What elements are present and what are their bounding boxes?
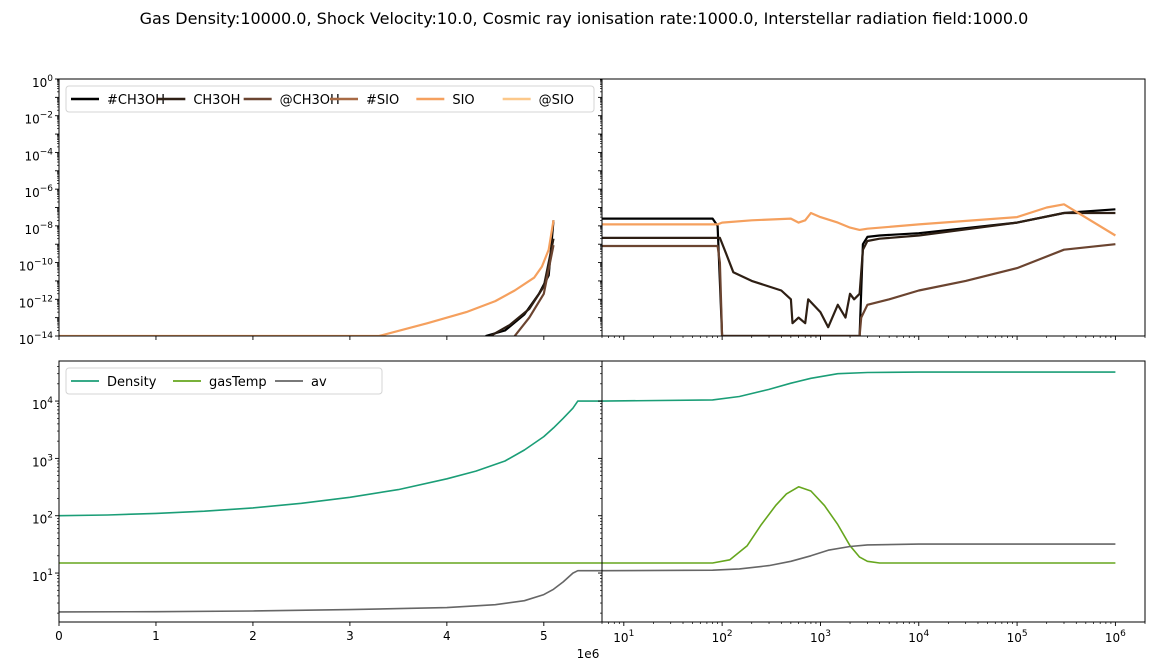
axes-frame bbox=[601, 360, 1146, 623]
series-line-ch3oh bbox=[602, 208, 1116, 336]
panel-top-right bbox=[598, 78, 1146, 340]
panel-bottom-left: 101 102 103 104 0 1 2 3 4 5 1e6 Density gasTemp av bbox=[32, 360, 603, 661]
series-line-density bbox=[602, 371, 1116, 402]
axes-frame bbox=[58, 360, 603, 623]
x-tick-label: 102 bbox=[712, 629, 733, 645]
series-layer bbox=[602, 371, 1116, 572]
series-line-ch3oh bbox=[602, 243, 1116, 336]
legend-label: #SIO bbox=[366, 93, 399, 108]
x-tick-label: 3 bbox=[346, 629, 354, 643]
legend-box bbox=[65, 367, 383, 395]
series-line-density bbox=[59, 400, 602, 517]
plot-area: 100 10−2 10−4 10−6 10−8 10−10 10−12 10−14 #CH3OH… bbox=[19, 74, 1146, 661]
x-tick-label: 103 bbox=[810, 629, 831, 645]
axes-frame bbox=[601, 78, 1146, 337]
y-tick-label: 10−8 bbox=[24, 221, 53, 237]
series-line-sio bbox=[59, 220, 555, 336]
series-line-sio bbox=[602, 203, 1116, 237]
y-tick-label: 10−10 bbox=[19, 258, 54, 274]
x-tick-label: 106 bbox=[1105, 629, 1126, 645]
x-tick-label: 101 bbox=[613, 629, 634, 645]
legend: #CH3OH CH3OH @CH3OH #SIO SIO @SIO bbox=[65, 85, 595, 113]
x-offset-label: 1e6 bbox=[577, 647, 600, 661]
y-tick-label: 104 bbox=[32, 396, 53, 412]
series-line-ch3oh bbox=[602, 211, 1116, 329]
legend-label: #CH3OH bbox=[107, 93, 165, 108]
legend-label: @SIO bbox=[539, 93, 574, 108]
x-tick-label: 104 bbox=[908, 629, 929, 645]
series-layer bbox=[59, 220, 555, 336]
y-tick-label: 103 bbox=[32, 453, 53, 469]
y-tick-label: 101 bbox=[32, 568, 53, 584]
y-tick-label: 10−14 bbox=[19, 331, 54, 347]
y-tick-label: 10−6 bbox=[24, 184, 53, 200]
y-tick-label: 10−12 bbox=[19, 294, 53, 310]
x-tick-label: 1 bbox=[152, 629, 160, 643]
axes-frame bbox=[58, 78, 603, 337]
legend-label: gasTemp bbox=[209, 375, 267, 390]
legend-label: @CH3OH bbox=[280, 93, 340, 108]
legend-label: SIO bbox=[452, 93, 474, 108]
y-tick-label: 10−4 bbox=[24, 147, 53, 163]
x-tick-label: 5 bbox=[540, 629, 548, 643]
figure-title: Gas Density:10000.0, Shock Velocity:10.0… bbox=[140, 9, 1029, 28]
series-line-av bbox=[602, 543, 1116, 572]
y-tick-label: 102 bbox=[32, 511, 53, 527]
x-tick-label: 0 bbox=[55, 629, 63, 643]
legend-label: av bbox=[311, 375, 327, 390]
x-tick-label: 105 bbox=[1007, 629, 1028, 645]
panel-top-left: 100 10−2 10−4 10−6 10−8 10−10 10−12 10−14 #CH3OH… bbox=[19, 74, 603, 347]
legend-label: CH3OH bbox=[193, 93, 240, 108]
legend-label: Density bbox=[107, 375, 157, 390]
series-line-av bbox=[59, 569, 602, 613]
panel-bottom-right: 101 102 103 104 105 106 bbox=[598, 360, 1146, 645]
legend: Density gasTemp av bbox=[65, 367, 383, 395]
x-tick-label: 2 bbox=[249, 629, 257, 643]
series-line-ch3oh bbox=[489, 238, 555, 336]
series-layer bbox=[602, 203, 1116, 336]
series-line-ch3oh bbox=[485, 220, 555, 336]
y-tick-label: 100 bbox=[32, 74, 53, 90]
series-layer bbox=[59, 400, 602, 613]
series-line-ch3oh bbox=[513, 244, 555, 336]
y-tick-label: 10−2 bbox=[24, 111, 53, 127]
x-tick-label: 4 bbox=[443, 629, 451, 643]
series-line-gastemp bbox=[602, 486, 1116, 564]
